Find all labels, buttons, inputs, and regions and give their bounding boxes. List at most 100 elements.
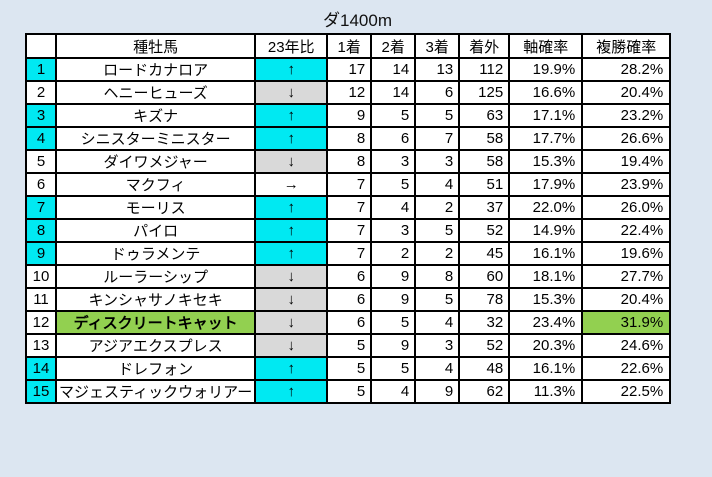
header-sire[interactable]: 種牡馬 — [54, 33, 257, 59]
trend-arrow-cell[interactable]: ↑ — [254, 218, 329, 243]
rank-cell[interactable]: 10 — [25, 264, 57, 289]
sire-name-cell[interactable]: ルーラーシップ — [54, 264, 257, 289]
header-first-place[interactable]: 1着 — [326, 33, 373, 59]
third-place-count-cell[interactable]: 4 — [414, 172, 461, 197]
place-rate-cell[interactable]: 23.9% — [581, 172, 672, 197]
sire-name-cell[interactable]: ヘニーヒューズ — [54, 80, 257, 105]
trend-arrow-cell[interactable]: → — [254, 172, 329, 197]
out-of-place-count-cell[interactable]: 60 — [458, 264, 511, 289]
rank-cell[interactable]: 12 — [25, 310, 57, 335]
out-of-place-count-cell[interactable]: 58 — [458, 126, 511, 151]
sire-name-cell[interactable]: ダイワメジャー — [54, 149, 257, 174]
place-rate-cell[interactable]: 26.0% — [581, 195, 672, 220]
rank-cell[interactable]: 15 — [25, 379, 57, 404]
second-place-count-cell[interactable]: 14 — [370, 57, 417, 82]
third-place-count-cell[interactable]: 8 — [414, 264, 461, 289]
third-place-count-cell[interactable]: 2 — [414, 241, 461, 266]
axis-rate-cell[interactable]: 19.9% — [508, 57, 584, 82]
axis-rate-cell[interactable]: 14.9% — [508, 218, 584, 243]
out-of-place-count-cell[interactable]: 45 — [458, 241, 511, 266]
trend-arrow-cell[interactable]: ↓ — [254, 149, 329, 174]
axis-rate-cell[interactable]: 22.0% — [508, 195, 584, 220]
first-place-count-cell[interactable]: 9 — [326, 103, 373, 128]
first-place-count-cell[interactable]: 8 — [326, 126, 373, 151]
second-place-count-cell[interactable]: 4 — [370, 195, 417, 220]
third-place-count-cell[interactable]: 6 — [414, 80, 461, 105]
third-place-count-cell[interactable]: 4 — [414, 310, 461, 335]
header-trend-vs-2023[interactable]: 23年比 — [254, 33, 329, 59]
trend-arrow-cell[interactable]: ↑ — [254, 57, 329, 82]
trend-arrow-cell[interactable]: ↑ — [254, 241, 329, 266]
out-of-place-count-cell[interactable]: 78 — [458, 287, 511, 312]
axis-rate-cell[interactable]: 20.3% — [508, 333, 584, 358]
second-place-count-cell[interactable]: 9 — [370, 264, 417, 289]
second-place-count-cell[interactable]: 4 — [370, 379, 417, 404]
out-of-place-count-cell[interactable]: 62 — [458, 379, 511, 404]
first-place-count-cell[interactable]: 6 — [326, 287, 373, 312]
second-place-count-cell[interactable]: 14 — [370, 80, 417, 105]
first-place-count-cell[interactable]: 5 — [326, 333, 373, 358]
place-rate-cell[interactable]: 22.5% — [581, 379, 672, 404]
rank-cell[interactable]: 7 — [25, 195, 57, 220]
first-place-count-cell[interactable]: 7 — [326, 195, 373, 220]
third-place-count-cell[interactable]: 3 — [414, 333, 461, 358]
axis-rate-cell[interactable]: 17.9% — [508, 172, 584, 197]
out-of-place-count-cell[interactable]: 51 — [458, 172, 511, 197]
second-place-count-cell[interactable]: 9 — [370, 333, 417, 358]
sire-name-cell[interactable]: キンシャサノキセキ — [54, 287, 257, 312]
trend-arrow-cell[interactable]: ↓ — [254, 80, 329, 105]
first-place-count-cell[interactable]: 5 — [326, 356, 373, 381]
out-of-place-count-cell[interactable]: 52 — [458, 218, 511, 243]
second-place-count-cell[interactable]: 5 — [370, 356, 417, 381]
trend-arrow-cell[interactable]: ↓ — [254, 333, 329, 358]
axis-rate-cell[interactable]: 16.1% — [508, 356, 584, 381]
sire-name-cell[interactable]: キズナ — [54, 103, 257, 128]
sire-name-cell[interactable]: ドレフォン — [54, 356, 257, 381]
rank-cell[interactable]: 8 — [25, 218, 57, 243]
place-rate-cell[interactable]: 22.4% — [581, 218, 672, 243]
second-place-count-cell[interactable]: 6 — [370, 126, 417, 151]
place-rate-cell[interactable]: 26.6% — [581, 126, 672, 151]
place-rate-cell[interactable]: 28.2% — [581, 57, 672, 82]
trend-arrow-cell[interactable]: ↓ — [254, 264, 329, 289]
first-place-count-cell[interactable]: 12 — [326, 80, 373, 105]
trend-arrow-cell[interactable]: ↑ — [254, 126, 329, 151]
axis-rate-cell[interactable]: 15.3% — [508, 287, 584, 312]
rank-cell[interactable]: 3 — [25, 103, 57, 128]
rank-cell[interactable]: 4 — [25, 126, 57, 151]
place-rate-cell[interactable]: 20.4% — [581, 80, 672, 105]
out-of-place-count-cell[interactable]: 63 — [458, 103, 511, 128]
out-of-place-count-cell[interactable]: 112 — [458, 57, 511, 82]
second-place-count-cell[interactable]: 5 — [370, 103, 417, 128]
axis-rate-cell[interactable]: 17.7% — [508, 126, 584, 151]
first-place-count-cell[interactable]: 17 — [326, 57, 373, 82]
trend-arrow-cell[interactable]: ↑ — [254, 379, 329, 404]
first-place-count-cell[interactable]: 7 — [326, 172, 373, 197]
second-place-count-cell[interactable]: 5 — [370, 172, 417, 197]
out-of-place-count-cell[interactable]: 37 — [458, 195, 511, 220]
rank-cell[interactable]: 6 — [25, 172, 57, 197]
third-place-count-cell[interactable]: 9 — [414, 379, 461, 404]
sire-name-cell[interactable]: マジェスティックウォリアー — [54, 379, 257, 404]
trend-arrow-cell[interactable]: ↑ — [254, 195, 329, 220]
trend-arrow-cell[interactable]: ↓ — [254, 287, 329, 312]
axis-rate-cell[interactable]: 16.1% — [508, 241, 584, 266]
second-place-count-cell[interactable]: 3 — [370, 149, 417, 174]
header-rank[interactable] — [25, 33, 57, 59]
rank-cell[interactable]: 9 — [25, 241, 57, 266]
place-rate-cell[interactable]: 22.6% — [581, 356, 672, 381]
first-place-count-cell[interactable]: 5 — [326, 379, 373, 404]
rank-cell[interactable]: 5 — [25, 149, 57, 174]
third-place-count-cell[interactable]: 2 — [414, 195, 461, 220]
sire-name-cell[interactable]: パイロ — [54, 218, 257, 243]
out-of-place-count-cell[interactable]: 52 — [458, 333, 511, 358]
place-rate-cell[interactable]: 23.2% — [581, 103, 672, 128]
second-place-count-cell[interactable]: 5 — [370, 310, 417, 335]
rank-cell[interactable]: 1 — [25, 57, 57, 82]
rank-cell[interactable]: 14 — [25, 356, 57, 381]
out-of-place-count-cell[interactable]: 48 — [458, 356, 511, 381]
first-place-count-cell[interactable]: 8 — [326, 149, 373, 174]
place-rate-cell[interactable]: 19.4% — [581, 149, 672, 174]
third-place-count-cell[interactable]: 5 — [414, 218, 461, 243]
out-of-place-count-cell[interactable]: 125 — [458, 80, 511, 105]
